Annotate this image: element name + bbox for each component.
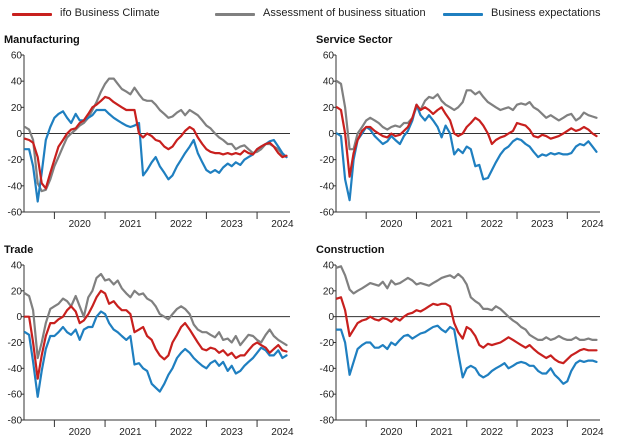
chart-panel-0: Manufacturing -60 -40 -20 0 20 40 60 2020 2021 202…: [4, 34, 294, 230]
y-tick-label: 0: [328, 129, 334, 140]
y-tick-label: -40: [320, 181, 335, 192]
x-tick-label: 2022: [481, 427, 504, 438]
y-tick-label: 0: [16, 312, 22, 323]
series-line-business-expectations: [335, 103, 598, 202]
series-line-assessment-of-business-situation: [23, 77, 288, 193]
legend-label-expectations: Business expectations: [491, 7, 601, 19]
series-line-business-expectations: [23, 310, 288, 398]
y-tick-label: 40: [11, 261, 23, 272]
y-tick-label: -20: [320, 155, 335, 166]
y-tick-label: -40: [8, 364, 23, 375]
chart-title: Construction: [316, 244, 385, 256]
chart-panel-1: Service Sector -60 -40 -20 0 20 40 60 2020 2021 20…: [316, 34, 604, 230]
y-tick-label: -60: [320, 390, 335, 401]
y-tick-label: -20: [8, 338, 23, 349]
legend-label-situation: Assessment of business situation: [263, 7, 426, 19]
series-line-assessment-of-business-situation: [335, 265, 598, 341]
y-tick-label: 60: [11, 51, 23, 62]
series-line-assessment-of-business-situation: [335, 80, 598, 151]
y-tick-label: -20: [320, 338, 335, 349]
y-tick-label: 20: [11, 286, 23, 297]
series-line-business-expectations: [335, 324, 598, 385]
y-tick-label: -20: [8, 155, 23, 166]
x-tick-label: 2021: [119, 219, 142, 230]
x-tick-label: 2020: [380, 427, 403, 438]
x-tick-label: 2024: [271, 219, 294, 230]
series-line-ifo-business-climate: [335, 103, 598, 178]
series-line-assessment-of-business-situation: [23, 272, 288, 360]
series-line-ifo-business-climate: [23, 95, 288, 190]
x-tick-label: 2023: [531, 219, 554, 230]
chart-panel-2: Trade -80 -60 -40 -20 0 20 40 2020 2021 2022 2023 20…: [4, 244, 294, 438]
y-tick-label: 20: [323, 286, 335, 297]
x-tick-label: 2021: [430, 219, 453, 230]
y-tick-label: 60: [323, 51, 335, 62]
y-tick-label: 20: [323, 103, 335, 114]
x-tick-label: 2022: [481, 219, 504, 230]
chart-panel-3: Construction -80 -60 -40 -20 0 20 40 2020 2021 202…: [316, 244, 604, 438]
y-tick-label: 40: [323, 261, 335, 272]
y-tick-label: 20: [11, 103, 23, 114]
chart-title: Service Sector: [316, 34, 393, 46]
y-tick-label: -60: [320, 208, 335, 219]
x-tick-label: 2022: [170, 427, 193, 438]
y-tick-label: -40: [8, 181, 23, 192]
y-tick-label: -80: [8, 416, 23, 427]
y-tick-label: 40: [323, 77, 335, 88]
y-tick-label: 0: [16, 129, 22, 140]
y-tick-label: 0: [328, 312, 334, 323]
x-tick-label: 2020: [69, 219, 92, 230]
y-tick-label: -80: [320, 416, 335, 427]
series-line-business-expectations: [23, 108, 288, 203]
chart-title: Trade: [4, 244, 33, 256]
x-tick-label: 2024: [581, 427, 604, 438]
legend-swatch-situation: [215, 13, 255, 16]
legend-swatch-expectations: [443, 13, 483, 16]
series-line-ifo-business-climate: [335, 296, 598, 365]
legend: ifo Business Climate Assessment of busin…: [0, 0, 619, 28]
x-tick-label: 2023: [221, 427, 244, 438]
legend-label-climate: ifo Business Climate: [60, 7, 160, 19]
chart-title: Manufacturing: [4, 34, 80, 46]
x-tick-label: 2021: [119, 427, 142, 438]
x-tick-label: 2023: [531, 427, 554, 438]
x-tick-label: 2023: [221, 219, 244, 230]
x-tick-label: 2020: [380, 219, 403, 230]
y-tick-label: 40: [11, 77, 23, 88]
x-tick-label: 2024: [271, 427, 294, 438]
y-tick-label: -60: [8, 208, 23, 219]
x-tick-label: 2024: [581, 219, 604, 230]
x-tick-label: 2022: [170, 219, 193, 230]
y-tick-label: -40: [320, 364, 335, 375]
legend-swatch-climate: [12, 13, 52, 16]
y-tick-label: -60: [8, 390, 23, 401]
x-tick-label: 2020: [69, 427, 92, 438]
series-line-ifo-business-climate: [23, 289, 288, 380]
x-tick-label: 2021: [430, 427, 453, 438]
